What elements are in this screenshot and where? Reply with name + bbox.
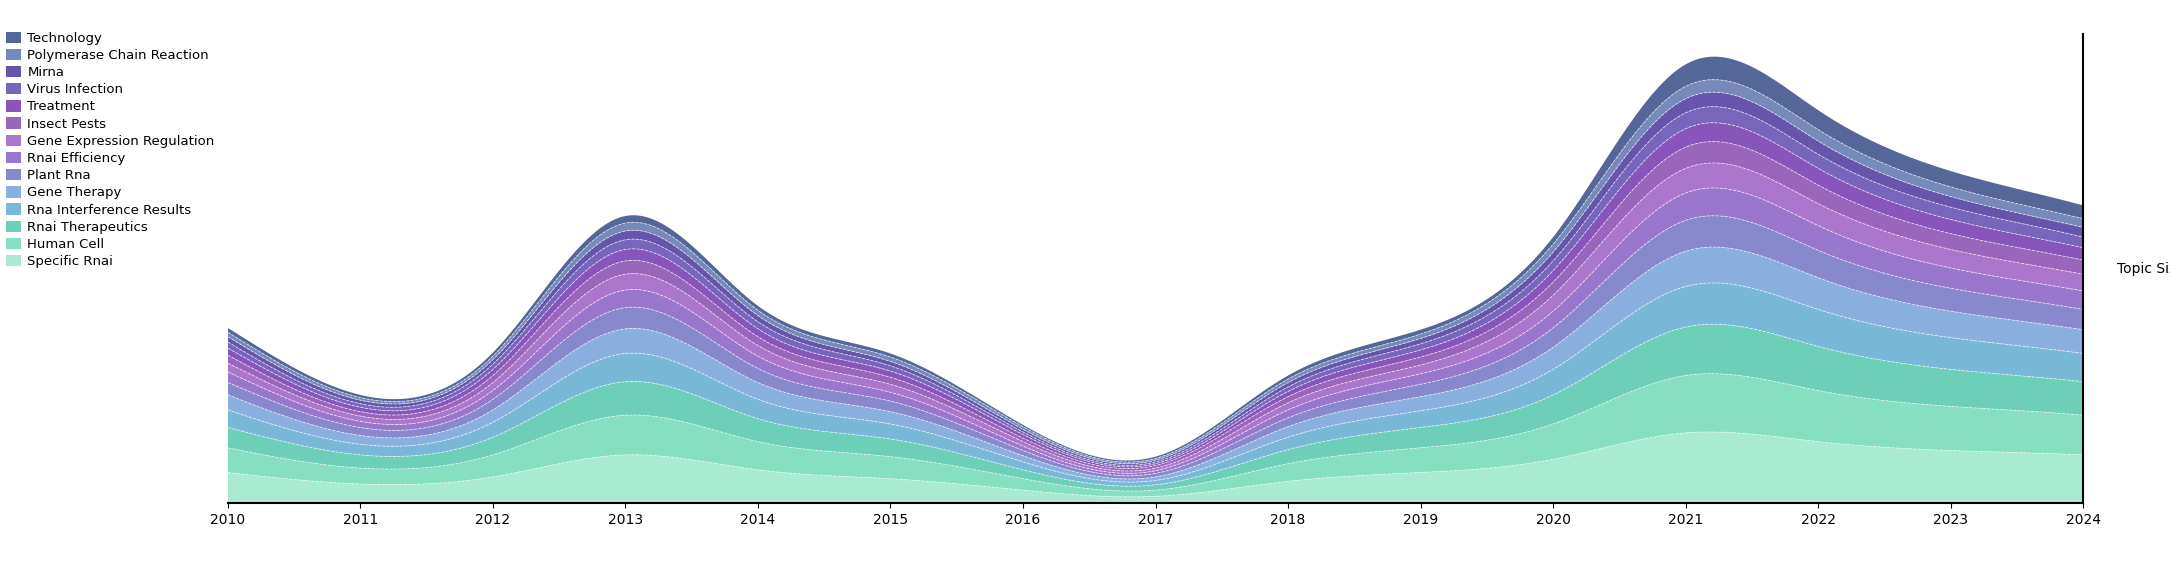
Legend: Technology, Polymerase Chain Reaction, Mirna, Virus Infection, Treatment, Insect: Technology, Polymerase Chain Reaction, M… xyxy=(7,31,215,268)
Text: Topic Size: Topic Size xyxy=(2116,262,2170,276)
